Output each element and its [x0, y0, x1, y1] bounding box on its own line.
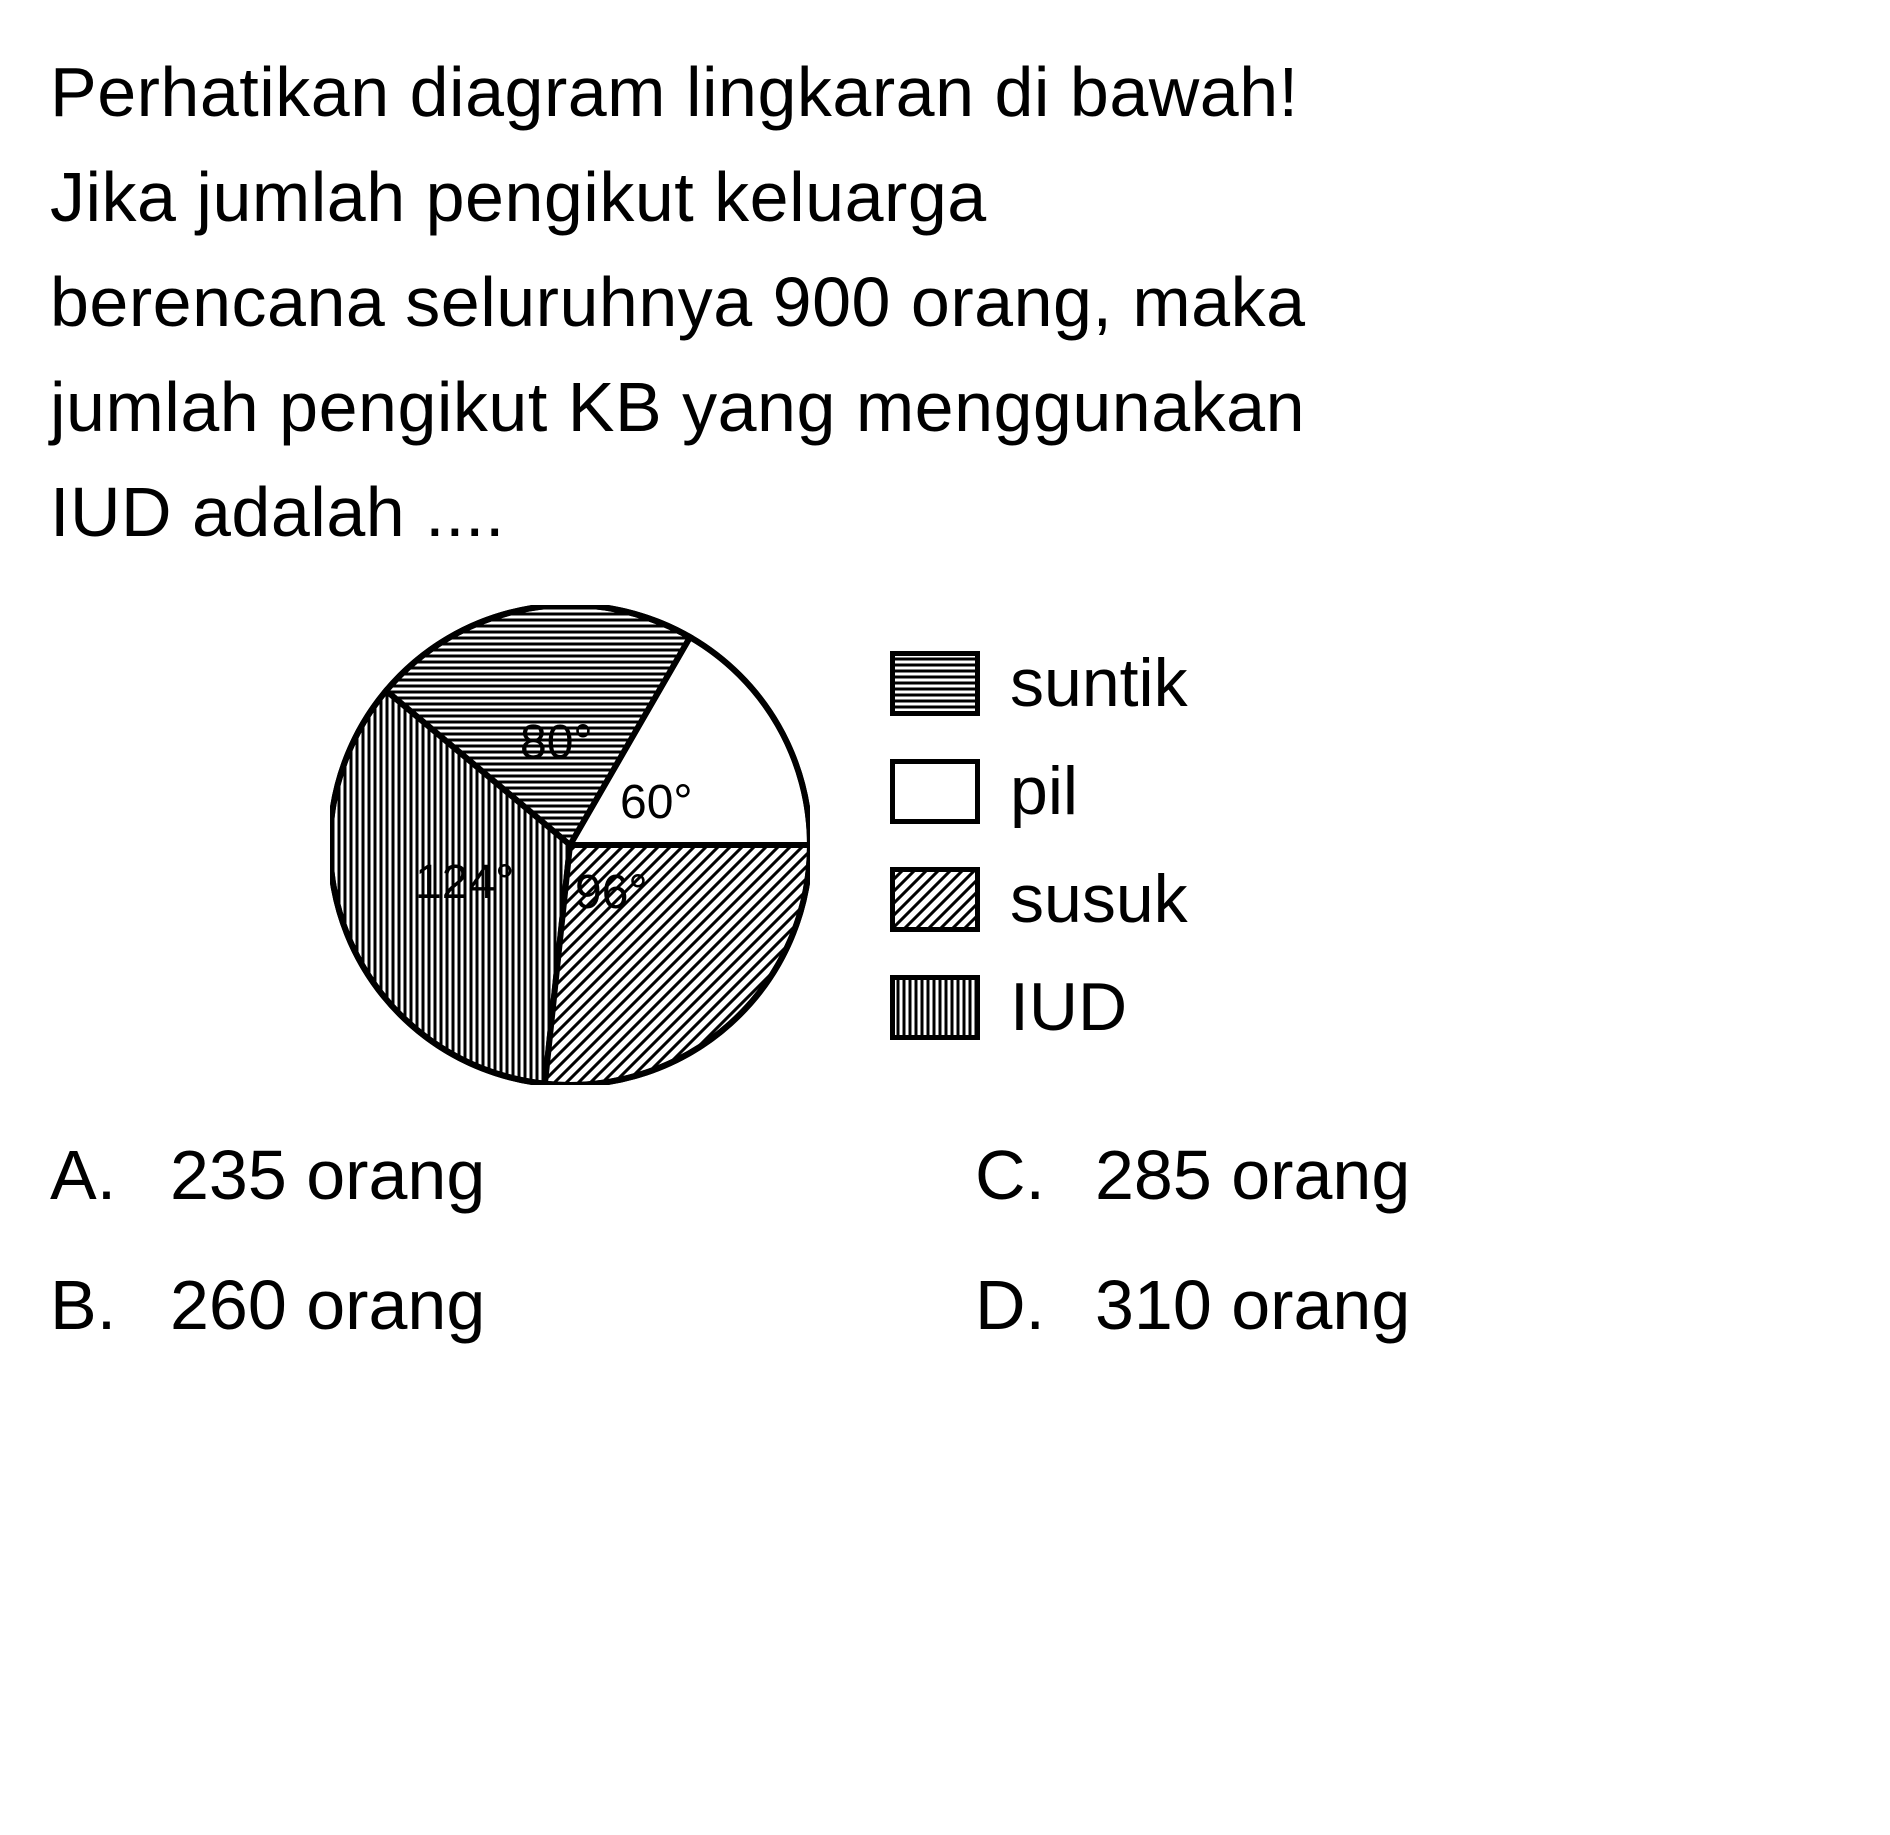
legend-label-suntik: suntik — [1010, 644, 1188, 722]
diagram-row: 60° 80° 124° 96° suntik pil susuk IUD — [330, 605, 1840, 1085]
option-d-text: 310 orang — [1095, 1265, 1410, 1345]
legend-item-iud: IUD — [890, 968, 1188, 1046]
pie-svg — [330, 605, 810, 1085]
legend-item-suntik: suntik — [890, 644, 1188, 722]
option-c-letter: C. — [975, 1135, 1045, 1215]
legend-item-pil: pil — [890, 752, 1188, 830]
pie-label-pil: 60° — [620, 775, 693, 830]
legend-label-iud: IUD — [1010, 968, 1127, 1046]
question-text: Perhatikan diagram lingkaran di bawah! J… — [50, 40, 1840, 565]
option-d-letter: D. — [975, 1265, 1045, 1345]
legend-swatch-pil — [890, 759, 980, 824]
pie-label-suntik: 80° — [520, 715, 593, 770]
option-a-letter: A. — [50, 1135, 120, 1215]
question-line-2: Jika jumlah pengikut keluarga — [50, 145, 1840, 250]
question-line-1: Perhatikan diagram lingkaran di bawah! — [50, 40, 1840, 145]
legend-label-pil: pil — [1010, 752, 1078, 830]
pie-label-iud: 124° — [415, 855, 514, 910]
question-line-3: berencana seluruhnya 900 orang, maka — [50, 250, 1840, 355]
option-b-letter: B. — [50, 1265, 120, 1345]
question-line-4: jumlah pengikut KB yang menggunakan — [50, 355, 1840, 460]
legend: suntik pil susuk IUD — [890, 644, 1188, 1046]
legend-swatch-iud — [890, 975, 980, 1040]
option-c-text: 285 orang — [1095, 1135, 1410, 1215]
pie-label-susuk: 96° — [575, 865, 648, 920]
option-a: A. 235 orang — [50, 1135, 915, 1215]
legend-label-susuk: susuk — [1010, 860, 1188, 938]
legend-swatch-suntik — [890, 651, 980, 716]
option-d: D. 310 orang — [975, 1265, 1840, 1345]
question-line-5: IUD adalah .... — [50, 460, 1840, 565]
option-b-text: 260 orang — [170, 1265, 485, 1345]
answer-options: A. 235 orang C. 285 orang B. 260 orang D… — [50, 1135, 1840, 1345]
legend-item-susuk: susuk — [890, 860, 1188, 938]
option-c: C. 285 orang — [975, 1135, 1840, 1215]
option-a-text: 235 orang — [170, 1135, 485, 1215]
option-b: B. 260 orang — [50, 1265, 915, 1345]
pie-chart: 60° 80° 124° 96° — [330, 605, 810, 1085]
legend-swatch-susuk — [890, 867, 980, 932]
